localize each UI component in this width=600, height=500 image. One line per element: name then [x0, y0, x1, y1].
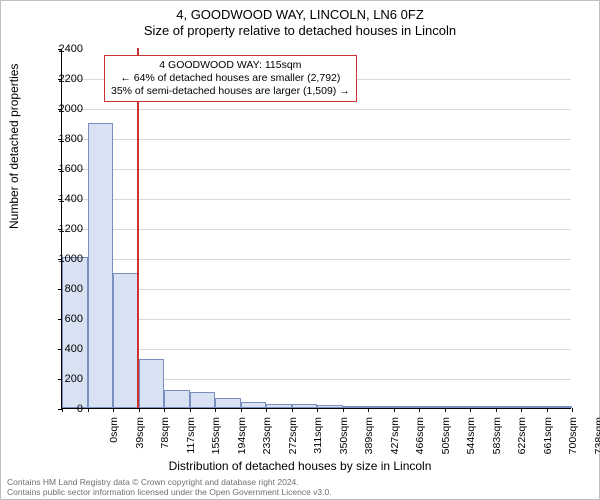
info-box: 4 GOODWOOD WAY: 115sqm← 64% of detached … [104, 55, 357, 102]
histogram-bar [113, 273, 139, 408]
ytick-label: 600 [43, 313, 83, 325]
histogram-bar [496, 406, 522, 408]
xtick-mark [445, 408, 446, 412]
xtick-mark [547, 408, 548, 412]
y-axis-label: Number of detached properties [7, 64, 21, 229]
xtick-label: 117sqm [185, 417, 197, 467]
xtick-mark [190, 408, 191, 412]
footer-line1: Contains HM Land Registry data © Crown c… [7, 477, 299, 487]
ytick-label: 800 [43, 283, 83, 295]
xtick-mark [470, 408, 471, 412]
xtick-mark [521, 408, 522, 412]
xtick-mark [343, 408, 344, 412]
highlight-line [137, 48, 139, 408]
xtick-label: 661sqm [542, 417, 554, 467]
plot-area: 4 GOODWOOD WAY: 115sqm← 64% of detached … [61, 49, 571, 409]
xtick-mark [368, 408, 369, 412]
xtick-mark [496, 408, 497, 412]
footer-attribution: Contains HM Land Registry data © Crown c… [7, 477, 593, 497]
xtick-label: 194sqm [236, 417, 248, 467]
ytick-label: 1800 [43, 133, 83, 145]
xtick-mark [266, 408, 267, 412]
info-box-line2: ← 64% of detached houses are smaller (2,… [111, 72, 350, 85]
xtick-label: 427sqm [389, 417, 401, 467]
histogram-bar [547, 406, 573, 408]
histogram-bar [139, 359, 165, 409]
histogram-bar [394, 406, 420, 408]
histogram-bar [343, 406, 369, 408]
histogram-bar [419, 406, 445, 408]
histogram-bar [317, 405, 343, 408]
xtick-label: 272sqm [287, 417, 299, 467]
xtick-mark [88, 408, 89, 412]
xtick-label: 78sqm [159, 417, 171, 467]
xtick-label: 700sqm [567, 417, 579, 467]
ytick-label: 2400 [43, 43, 83, 55]
xtick-label: 544sqm [465, 417, 477, 467]
ytick-label: 1600 [43, 163, 83, 175]
ytick-label: 0 [43, 403, 83, 415]
ytick-label: 1000 [43, 253, 83, 265]
histogram-bar [164, 390, 190, 408]
ytick-label: 1400 [43, 193, 83, 205]
xtick-mark [164, 408, 165, 412]
xtick-mark [241, 408, 242, 412]
xtick-label: 350sqm [338, 417, 350, 467]
xtick-mark [419, 408, 420, 412]
xtick-mark [394, 408, 395, 412]
title-line1: 4, GOODWOOD WAY, LINCOLN, LN6 0FZ [1, 7, 599, 22]
histogram-bar [292, 404, 318, 408]
xtick-mark [113, 408, 114, 412]
xtick-label: 39sqm [134, 417, 146, 467]
chart-container: 4, GOODWOOD WAY, LINCOLN, LN6 0FZ Size o… [0, 0, 600, 500]
histogram-bar [215, 398, 241, 409]
histogram-bar [88, 123, 114, 408]
histogram-bar [241, 402, 267, 408]
ytick-label: 1200 [43, 223, 83, 235]
xtick-mark [292, 408, 293, 412]
info-box-line1: 4 GOODWOOD WAY: 115sqm [111, 59, 350, 72]
histogram-bar [445, 406, 471, 408]
histogram-bar [368, 406, 394, 408]
xtick-mark [139, 408, 140, 412]
xtick-label: 466sqm [414, 417, 426, 467]
ytick-label: 2000 [43, 103, 83, 115]
xtick-label: 738sqm [593, 417, 600, 467]
histogram-bar [521, 406, 547, 408]
title-line2: Size of property relative to detached ho… [1, 23, 599, 38]
xtick-label: 311sqm [312, 417, 324, 467]
histogram-bar [62, 257, 88, 409]
info-box-line3: 35% of semi-detached houses are larger (… [111, 85, 350, 98]
ytick-label: 400 [43, 343, 83, 355]
xtick-mark [215, 408, 216, 412]
xtick-mark [572, 408, 573, 412]
xtick-label: 622sqm [516, 417, 528, 467]
xtick-mark [317, 408, 318, 412]
xtick-label: 0sqm [108, 417, 120, 467]
footer-line2: Contains public sector information licen… [7, 487, 332, 497]
xtick-label: 583sqm [491, 417, 503, 467]
xtick-label: 389sqm [363, 417, 375, 467]
histogram-bar [190, 392, 216, 409]
xtick-label: 233sqm [261, 417, 273, 467]
xtick-label: 155sqm [210, 417, 222, 467]
histogram-bar [470, 406, 496, 408]
x-axis-label: Distribution of detached houses by size … [1, 459, 599, 473]
ytick-label: 2200 [43, 73, 83, 85]
histogram-bar [266, 404, 292, 409]
ytick-label: 200 [43, 373, 83, 385]
xtick-label: 505sqm [440, 417, 452, 467]
